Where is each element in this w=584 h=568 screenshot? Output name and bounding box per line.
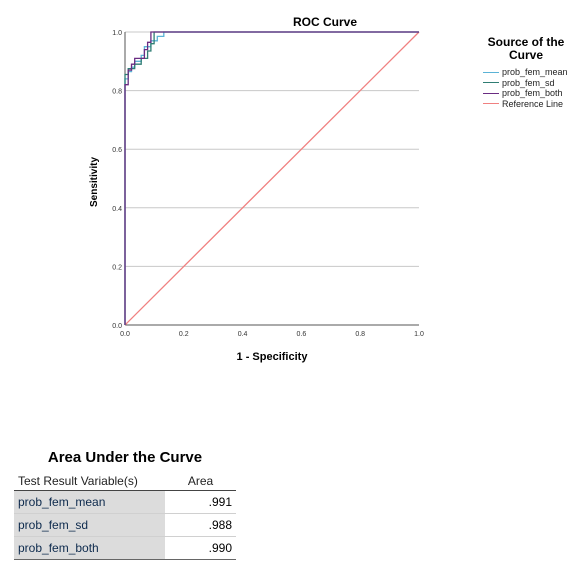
x-tick-label: 0.2 xyxy=(179,331,189,338)
legend-label: prob_fem_both xyxy=(502,88,563,99)
x-tick-label: 0.6 xyxy=(297,331,307,338)
auc-table: Test Result Variable(s) Area prob_fem_me… xyxy=(14,472,236,560)
gridlines xyxy=(125,31,419,267)
x-tick-label: 0.4 xyxy=(238,331,248,338)
legend-title: Source of the Curve xyxy=(487,35,565,62)
legend-swatch xyxy=(483,92,499,94)
auc-header-variable: Test Result Variable(s) xyxy=(14,472,165,491)
auc-table-title: Area Under the Curve xyxy=(47,449,203,466)
auc-table-header-row: Test Result Variable(s) Area xyxy=(14,472,236,491)
y-tick-label: 0.6 xyxy=(112,147,122,154)
legend-item: prob_fem_mean xyxy=(483,67,568,77)
auc-variable-cell: prob_fem_mean xyxy=(14,490,165,514)
chart-title: ROC Curve xyxy=(293,15,357,29)
table-row: prob_fem_both .990 xyxy=(14,536,236,560)
series-lines xyxy=(124,31,420,326)
auc-area-cell: .991 xyxy=(165,490,236,514)
series-line-reference-line xyxy=(124,31,420,326)
legend-label: prob_fem_mean xyxy=(502,67,568,77)
legend: prob_fem_mean prob_fem_sd prob_fem_both Ref… xyxy=(483,67,568,109)
table-row: prob_fem_sd .988 xyxy=(14,513,236,537)
x-tick-label: 0.8 xyxy=(355,331,365,338)
legend-item: prob_fem_both xyxy=(483,88,568,98)
auc-variable-cell: prob_fem_both xyxy=(14,536,165,560)
y-tick-label: 0.0 xyxy=(112,323,122,330)
auc-header-area: Area xyxy=(165,472,236,491)
x-tick-label: 1.0 xyxy=(414,331,424,338)
table-row: prob_fem_mean .991 xyxy=(14,490,236,514)
legend-label: prob_fem_sd xyxy=(502,77,555,88)
legend-label: Reference Line xyxy=(502,98,564,109)
y-axis-label: Sensitivity xyxy=(89,157,100,207)
y-tick-label: 0.2 xyxy=(112,264,122,271)
series-line-prob-fem-both xyxy=(124,31,419,325)
legend-item: Reference Line xyxy=(483,99,568,109)
y-tick-label: 1.0 xyxy=(112,30,122,37)
y-tick-label: 0.4 xyxy=(112,206,122,213)
x-tick-label: 0.0 xyxy=(120,331,130,338)
y-tick-label: 0.8 xyxy=(112,89,122,96)
auc-variable-cell: prob_fem_sd xyxy=(14,513,165,537)
legend-item: prob_fem_sd xyxy=(483,78,568,88)
auc-area-cell: .990 xyxy=(165,536,236,560)
auc-area-cell: .988 xyxy=(165,513,236,537)
roc-chart: ROC Curve 0.0 0.2 0.4 0.6 0.8 1.0 0.0 0.2 0.4 0.6… xyxy=(89,15,424,363)
legend-swatch xyxy=(483,82,499,84)
legend-swatch xyxy=(483,103,499,105)
legend-swatch xyxy=(483,71,499,73)
x-axis-label: 1 - Specificity xyxy=(237,351,309,363)
